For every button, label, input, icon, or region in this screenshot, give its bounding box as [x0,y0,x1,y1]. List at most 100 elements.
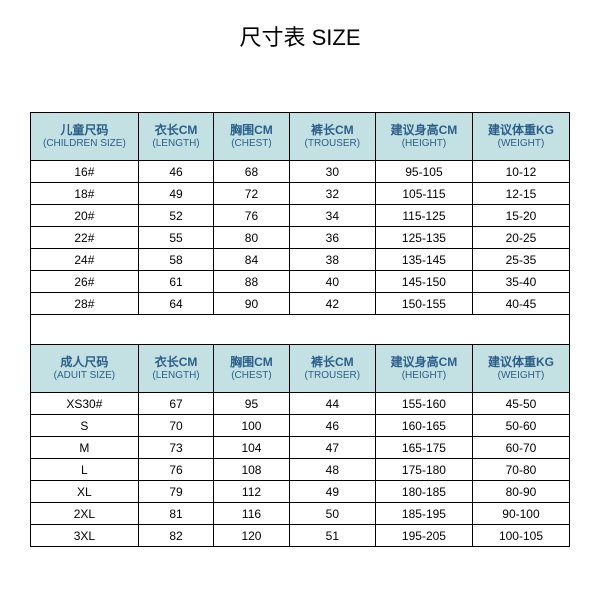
table-row: M7310447165-17560-70 [31,437,570,459]
cell-chest: 90 [214,293,289,315]
table-row: L7610848175-18070-80 [31,459,570,481]
header-en: (ADUIT SIZE) [33,370,136,383]
header-en: (WEIGHT) [475,138,567,151]
cell-length: 49 [138,183,213,205]
header-zh: 成人尺码 [33,355,136,370]
cell-chest: 68 [214,161,289,183]
column-header: 建议身高CM(HEIGHT) [375,345,472,393]
cell-weight: 60-70 [472,437,569,459]
cell-chest: 108 [214,459,289,481]
cell-height: 105-115 [375,183,472,205]
column-header: 胸围CM(CHEST) [214,113,289,161]
table-row: XL7911249180-18580-90 [31,481,570,503]
table-row: 16#46683095-10510-12 [31,161,570,183]
cell-size: 2XL [31,503,139,525]
cell-trouser: 32 [289,183,375,205]
cell-height: 115-125 [375,205,472,227]
table-row: 28#649042150-15540-45 [31,293,570,315]
cell-height: 150-155 [375,293,472,315]
cell-trouser: 47 [289,437,375,459]
header-zh: 胸围CM [216,123,286,138]
cell-weight: 50-60 [472,415,569,437]
cell-height: 135-145 [375,249,472,271]
cell-size: 24# [31,249,139,271]
cell-height: 180-185 [375,481,472,503]
cell-weight: 12-15 [472,183,569,205]
column-header: 裤长CM(TROUSER) [289,345,375,393]
cell-length: 76 [138,459,213,481]
cell-trouser: 38 [289,249,375,271]
header-en: (CHILDREN SIZE) [33,138,136,151]
table-row: 26#618840145-15035-40 [31,271,570,293]
cell-chest: 100 [214,415,289,437]
cell-trouser: 51 [289,525,375,547]
cell-length: 52 [138,205,213,227]
table-row: XS30#679544155-16045-50 [31,393,570,415]
table-row: 22#558036125-13520-25 [31,227,570,249]
column-header: 儿童尺码(CHILDREN SIZE) [31,113,139,161]
column-header: 建议体重KG(WEIGHT) [472,345,569,393]
column-header: 建议身高CM(HEIGHT) [375,113,472,161]
header-en: (HEIGHT) [378,138,470,151]
cell-size: 20# [31,205,139,227]
header-zh: 建议体重KG [475,355,567,370]
cell-trouser: 34 [289,205,375,227]
header-en: (CHEST) [216,138,286,151]
cell-weight: 80-90 [472,481,569,503]
cell-height: 175-180 [375,459,472,481]
cell-length: 61 [138,271,213,293]
cell-height: 195-205 [375,525,472,547]
cell-size: 22# [31,227,139,249]
cell-trouser: 48 [289,459,375,481]
cell-size: 28# [31,293,139,315]
cell-length: 67 [138,393,213,415]
cell-trouser: 50 [289,503,375,525]
cell-trouser: 44 [289,393,375,415]
header-en: (WEIGHT) [475,370,567,383]
column-header: 衣长CM(LENGTH) [138,345,213,393]
cell-size: M [31,437,139,459]
cell-weight: 45-50 [472,393,569,415]
cell-trouser: 42 [289,293,375,315]
cell-length: 82 [138,525,213,547]
column-header: 衣长CM(LENGTH) [138,113,213,161]
cell-chest: 84 [214,249,289,271]
header-zh: 衣长CM [141,123,211,138]
cell-chest: 80 [214,227,289,249]
cell-chest: 120 [214,525,289,547]
cell-trouser: 49 [289,481,375,503]
header-en: (LENGTH) [141,370,211,383]
cell-weight: 20-25 [472,227,569,249]
header-zh: 衣长CM [141,355,211,370]
cell-length: 81 [138,503,213,525]
cell-height: 165-175 [375,437,472,459]
page-title: 尺寸表 SIZE [30,10,570,112]
cell-height: 95-105 [375,161,472,183]
cell-height: 185-195 [375,503,472,525]
cell-weight: 35-40 [472,271,569,293]
cell-size: 3XL [31,525,139,547]
header-zh: 胸围CM [216,355,286,370]
cell-trouser: 30 [289,161,375,183]
column-header: 建议体重KG(WEIGHT) [472,113,569,161]
cell-length: 58 [138,249,213,271]
header-en: (TROUSER) [292,138,373,151]
size-table: 儿童尺码(CHILDREN SIZE)衣长CM(LENGTH)胸围CM(CHES… [30,112,570,547]
cell-size: 18# [31,183,139,205]
cell-size: L [31,459,139,481]
cell-length: 79 [138,481,213,503]
header-zh: 建议身高CM [378,355,470,370]
header-en: (HEIGHT) [378,370,470,383]
header-zh: 建议身高CM [378,123,470,138]
cell-trouser: 40 [289,271,375,293]
table-row: 24#588438135-14525-35 [31,249,570,271]
cell-length: 73 [138,437,213,459]
header-zh: 裤长CM [292,355,373,370]
cell-height: 125-135 [375,227,472,249]
header-zh: 裤长CM [292,123,373,138]
cell-chest: 72 [214,183,289,205]
cell-weight: 40-45 [472,293,569,315]
table-row: 2XL8111650185-19590-100 [31,503,570,525]
cell-size: XL [31,481,139,503]
table-row: 18#497232105-11512-15 [31,183,570,205]
